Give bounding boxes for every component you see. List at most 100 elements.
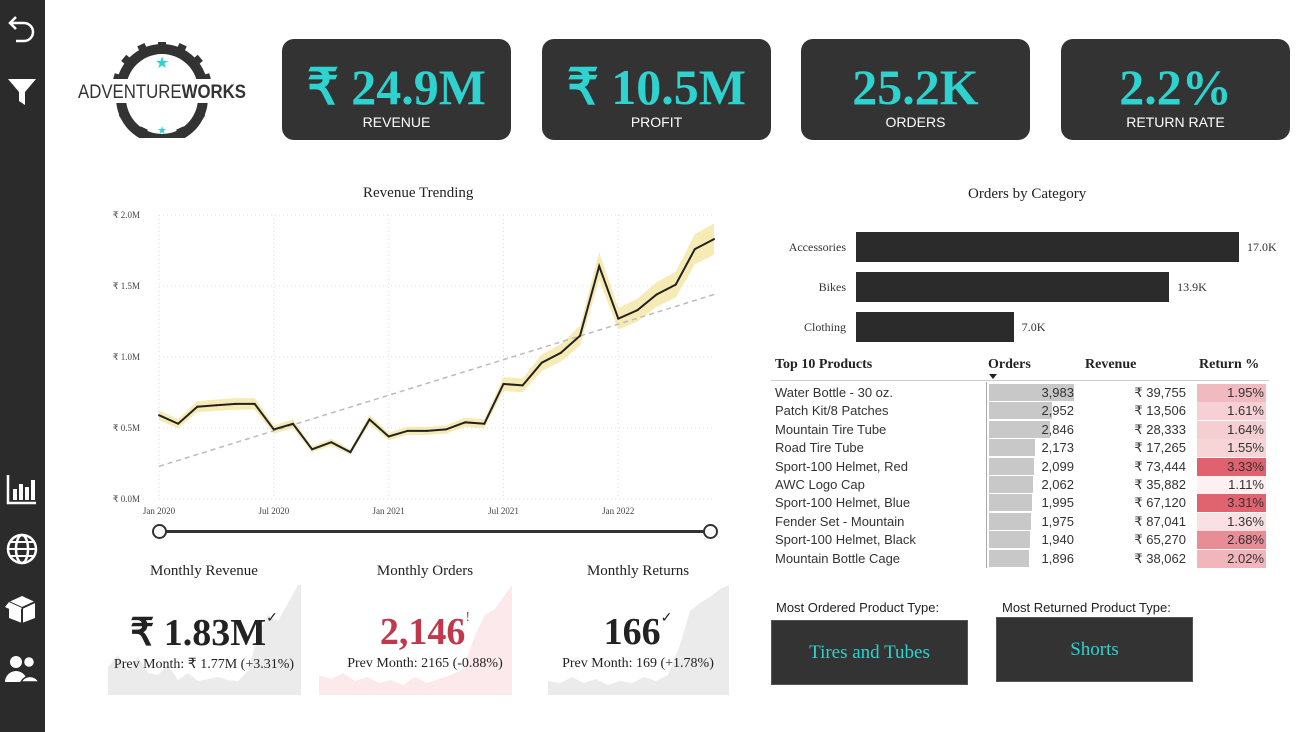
revenue-data-point[interactable] bbox=[215, 404, 218, 407]
revenue-data-point[interactable] bbox=[272, 428, 275, 431]
table-row[interactable]: AWC Logo Cap 2,062 ₹ 35,882 1.11% bbox=[775, 476, 1270, 494]
kpi-value: 2.2% bbox=[1119, 59, 1232, 115]
revenue-data-point[interactable] bbox=[579, 334, 582, 337]
table-row[interactable]: Mountain Tire Tube 2,846 ₹ 28,333 1.64% bbox=[775, 421, 1270, 439]
return-heat-cell bbox=[1197, 476, 1266, 494]
kpi-card-return-rate: 2.2% RETURN RATE bbox=[1061, 39, 1290, 140]
revenue-data-point[interactable] bbox=[655, 293, 658, 296]
revenue-data-point[interactable] bbox=[559, 351, 562, 354]
svg-text:ADVENTUREWORKS: ADVENTUREWORKS bbox=[78, 82, 246, 103]
slider-handle-start[interactable] bbox=[152, 524, 167, 539]
box-icon[interactable] bbox=[3, 590, 41, 628]
category-bar[interactable] bbox=[856, 272, 1170, 302]
revenue-data-point[interactable] bbox=[617, 317, 620, 320]
category-value-label: 17.0K bbox=[1247, 240, 1277, 254]
back-icon[interactable] bbox=[3, 8, 41, 46]
col-header-product[interactable]: Top 10 Products bbox=[775, 357, 873, 372]
logo-brand-light: ADVENTURE bbox=[78, 82, 182, 103]
product-orders: 1,975 bbox=[1041, 513, 1074, 529]
table-row[interactable]: Sport-100 Helmet, Black 1,940 ₹ 65,270 2.68… bbox=[775, 531, 1270, 549]
category-value-label: 7.0K bbox=[1021, 320, 1046, 334]
revenue-data-point[interactable] bbox=[693, 248, 696, 251]
globe-icon[interactable] bbox=[3, 530, 41, 568]
revenue-data-point[interactable] bbox=[713, 238, 715, 241]
monthly-orders-title: Monthly Orders bbox=[376, 563, 474, 579]
revenue-data-point[interactable] bbox=[406, 429, 409, 432]
svg-text:★: ★ bbox=[155, 53, 169, 72]
table-row[interactable]: Water Bottle - 30 oz. 3,983 ₹ 39,755 1.95% bbox=[775, 384, 1270, 402]
orders-data-bar bbox=[989, 384, 1074, 401]
kpi-card-profit: ₹ 10.5M PROFIT bbox=[542, 39, 771, 140]
table-row[interactable]: Mountain Bottle Cage 1,896 ₹ 38,062 2.02% bbox=[775, 550, 1270, 568]
product-name: Sport-100 Helmet, Blue bbox=[775, 495, 911, 511]
table-row[interactable]: Sport-100 Helmet, Blue 1,995 ₹ 67,120 3.31% bbox=[775, 494, 1270, 512]
revenue-data-point[interactable] bbox=[253, 402, 256, 405]
revenue-data-point[interactable] bbox=[502, 382, 505, 385]
product-orders: 1,940 bbox=[1041, 532, 1074, 548]
most-returned-value-card: Shorts bbox=[996, 617, 1193, 682]
revenue-data-point[interactable] bbox=[464, 421, 467, 424]
x-tick-label: Jan 2021 bbox=[373, 506, 405, 516]
return-heat-cell bbox=[1197, 531, 1266, 550]
revenue-data-point[interactable] bbox=[636, 309, 639, 312]
category-bar[interactable] bbox=[856, 232, 1239, 262]
revenue-data-point[interactable] bbox=[445, 428, 448, 431]
users-icon[interactable] bbox=[3, 650, 41, 688]
return-heat-cell bbox=[1197, 512, 1266, 531]
date-range-slider[interactable] bbox=[152, 522, 718, 542]
category-bar[interactable] bbox=[856, 312, 1014, 342]
revenue-data-point[interactable] bbox=[330, 441, 333, 444]
product-revenue: ₹ 87,041 bbox=[1134, 513, 1186, 529]
col-header-return[interactable]: Return % bbox=[1199, 357, 1260, 372]
filter-icon[interactable] bbox=[3, 72, 41, 110]
product-return-rate: 3.33% bbox=[1227, 458, 1264, 474]
revenue-data-point[interactable] bbox=[521, 384, 524, 387]
sort-desc-icon bbox=[989, 374, 997, 379]
product-name: AWC Logo Cap bbox=[775, 477, 865, 492]
revenue-data-point[interactable] bbox=[425, 429, 428, 432]
category-label: Clothing bbox=[803, 320, 846, 334]
revenue-data-point[interactable] bbox=[674, 283, 677, 286]
revenue-data-point[interactable] bbox=[483, 422, 486, 425]
kpi-label: PROFIT bbox=[630, 114, 683, 130]
most-ordered-value: Tires and Tubes bbox=[809, 641, 930, 663]
slider-track bbox=[160, 530, 710, 533]
revenue-data-point[interactable] bbox=[291, 422, 294, 425]
orders-data-bar bbox=[989, 476, 1033, 493]
product-orders: 3,983 bbox=[1041, 385, 1074, 400]
kpi-value: 25.2K bbox=[852, 59, 979, 115]
monthly-revenue-title: Monthly Revenue bbox=[150, 563, 258, 579]
col-header-orders[interactable]: Orders bbox=[988, 357, 1031, 372]
revenue-data-point[interactable] bbox=[387, 435, 390, 438]
revenue-data-point[interactable] bbox=[234, 402, 237, 405]
table-row[interactable]: Sport-100 Helmet, Red 2,099 ₹ 73,444 3.33% bbox=[775, 458, 1270, 476]
monthly-orders-value-wrap: 2,146! bbox=[325, 610, 525, 654]
revenue-data-point[interactable] bbox=[177, 422, 180, 425]
kpi-value: ₹ 24.9M bbox=[306, 59, 486, 115]
col-header-revenue[interactable]: Revenue bbox=[1085, 357, 1137, 372]
product-revenue: ₹ 39,755 bbox=[1134, 385, 1186, 400]
monthly-returns-sparkline bbox=[548, 585, 729, 695]
monthly-returns-value: 166 bbox=[603, 611, 661, 653]
revenue-data-point[interactable] bbox=[368, 418, 371, 421]
product-name: Fender Set - Mountain bbox=[775, 513, 905, 529]
kpi-label: RETURN RATE bbox=[1126, 114, 1225, 130]
return-heat-cell bbox=[1197, 402, 1266, 421]
table-row[interactable]: Patch Kit/8 Patches 2,952 ₹ 13,506 1.61% bbox=[775, 402, 1270, 420]
revenue-data-point[interactable] bbox=[196, 405, 199, 408]
revenue-data-point[interactable] bbox=[158, 414, 160, 417]
orders-data-bar bbox=[989, 494, 1032, 512]
revenue-data-point[interactable] bbox=[349, 451, 352, 454]
product-name: Mountain Tire Tube bbox=[775, 421, 887, 437]
bar-chart-icon[interactable] bbox=[3, 470, 41, 508]
table-row[interactable]: Fender Set - Mountain 1,975 ₹ 87,041 1.36% bbox=[775, 513, 1270, 531]
orders-data-bar bbox=[989, 457, 1034, 475]
revenue-data-point[interactable] bbox=[540, 361, 543, 364]
table-row[interactable]: Road Tire Tube 2,173 ₹ 17,265 1.55% bbox=[775, 439, 1270, 457]
product-orders: 1,896 bbox=[1041, 550, 1074, 566]
orders-data-bar bbox=[989, 439, 1036, 457]
revenue-data-point[interactable] bbox=[598, 265, 601, 268]
revenue-data-point[interactable] bbox=[311, 448, 314, 451]
slider-handle-end[interactable] bbox=[703, 524, 718, 539]
x-tick-label: Jan 2022 bbox=[602, 506, 634, 516]
